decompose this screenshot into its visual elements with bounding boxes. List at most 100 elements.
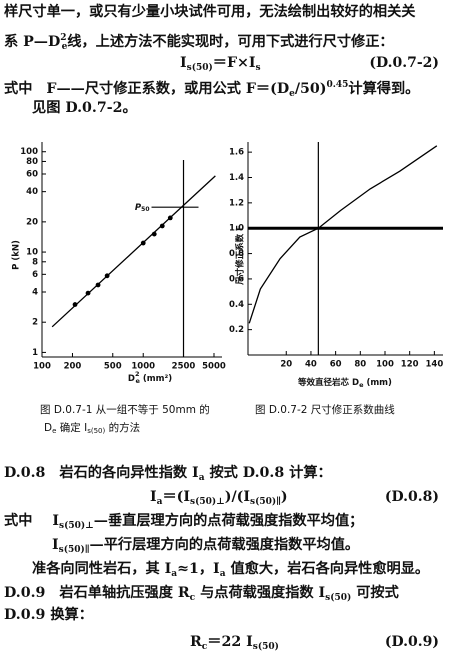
- y-axis-label: 尺寸修正系数 F: [235, 225, 246, 286]
- sub: a: [198, 473, 205, 483]
- x-tick-label: 80: [354, 360, 366, 370]
- text: 式中: [4, 81, 33, 97]
- x-axis-label: D2 e (mm²): [128, 370, 172, 385]
- text: 计算得到。: [348, 81, 420, 97]
- sub: s: [255, 63, 261, 73]
- text-line: 准各向同性岩石，其 Ia≈1，Ia 值愈大，岩石各向异性愈明显。: [32, 559, 429, 584]
- text: 样尺寸单一，或只有少量小块试件可用，无法绘制出较好的相关关: [4, 4, 416, 20]
- text: 值愈大，岩石各向异性愈明显。: [225, 561, 430, 577]
- x-tick-label: 200: [64, 362, 82, 372]
- text-line: 式中 Is(50)⊥—垂直层理方向的点荷载强度指数平均值；: [4, 511, 363, 536]
- y-tick-label: 1.0: [229, 224, 244, 234]
- text: ): [280, 489, 288, 505]
- caption: 图 D.0.7-2 尺寸修正系数曲线: [255, 402, 395, 418]
- y-tick-label: 10: [26, 248, 38, 258]
- data-point: [85, 290, 91, 296]
- y-tick-label: 100: [20, 147, 38, 157]
- y-tick-label: 80: [26, 157, 38, 167]
- curve: [248, 145, 438, 324]
- equation: Ia＝(Is(50)⊥)/(Is(50)∥): [150, 487, 288, 512]
- data-point: [72, 302, 78, 307]
- text: F——尺寸修正系数，或用公式 F＝(D: [46, 81, 290, 97]
- data-point: [151, 231, 157, 237]
- text: )/(I: [224, 489, 251, 505]
- text: D.0.9: [4, 585, 46, 601]
- x-tick-label: 20: [280, 360, 292, 370]
- text: I: [84, 422, 88, 434]
- label-part: D: [128, 374, 135, 384]
- text-line: D.0.9 换算：: [4, 605, 93, 625]
- label-part: (mm²): [140, 374, 172, 384]
- text: D.0.9 换算：: [4, 607, 93, 623]
- text: 岩石的各向异性指数 I: [59, 465, 199, 481]
- data-point: [167, 215, 173, 221]
- x-tick-label: 5000: [202, 362, 226, 372]
- text: 岩石单轴抗压强度 R: [59, 585, 190, 601]
- sub: e: [61, 42, 68, 52]
- sub: s(50): [252, 642, 279, 652]
- x-tick-label: 1000: [131, 362, 155, 372]
- label-part: (mm): [363, 378, 392, 388]
- y-tick-label: 60: [26, 169, 38, 179]
- sub: s(50): [87, 427, 106, 435]
- text: 与点荷载强度指数 I: [195, 585, 326, 601]
- y-tick-label: 0.4: [229, 300, 244, 310]
- text: 按式 D.0.8 计算：: [204, 465, 332, 481]
- text: —垂直层理方向的点荷载强度指数平均值；: [93, 513, 364, 529]
- text: 系 P—D: [4, 34, 61, 50]
- sub: s(50)∥: [58, 545, 90, 555]
- y-tick-label: 40: [26, 187, 38, 197]
- text-line: D.0.8 岩石的各向异性指数 Ia 按式 D.0.8 计算：: [4, 463, 332, 488]
- y-tick-label: 8: [32, 257, 38, 267]
- x-tick-label: 140: [425, 360, 443, 370]
- y-tick-label: 20: [26, 217, 38, 227]
- text: I: [52, 537, 59, 553]
- sub: s(50): [186, 63, 213, 73]
- y-tick-label: 1.6: [229, 148, 244, 158]
- x-tick-label: 100: [376, 360, 394, 370]
- y-axis-label: P (kN): [12, 240, 22, 270]
- text: 可按式: [351, 585, 399, 601]
- text: ＝F×I: [212, 55, 256, 71]
- text-line: 系 P—D2e线，上述方法不能实现时，可用下式进行尺寸修正：: [4, 28, 394, 57]
- text: —平行层理方向的点荷载强度指数平均值。: [89, 537, 360, 553]
- data-point: [140, 240, 146, 246]
- y-tick-label: 0.8: [229, 249, 244, 259]
- data-point: [95, 282, 101, 288]
- y-tick-label: 4: [32, 287, 38, 297]
- text: 准各向同性岩石，其 I: [32, 561, 172, 577]
- x-tick-label: 40: [305, 360, 317, 370]
- y-tick-label: 0.6: [229, 274, 244, 284]
- equation-number: (D.0.8): [384, 489, 439, 505]
- label-sub: e: [359, 381, 364, 389]
- sub: a: [219, 569, 226, 579]
- label-sup: 2: [135, 370, 140, 378]
- text: ＝(I: [162, 489, 191, 505]
- text: I: [150, 489, 157, 505]
- text: 线，上述方法不能实现时，可用下式进行尺寸修正：: [67, 34, 394, 50]
- y-tick-label: 1: [32, 348, 38, 358]
- sub: s(50)∥: [250, 497, 281, 507]
- text-line: Is(50)∥—平行层理方向的点荷载强度指数平均值。: [52, 535, 359, 560]
- equation: Is(50)＝F×Is: [180, 53, 261, 78]
- text: 图 D.0.7-2 尺寸修正系数曲线: [255, 404, 395, 416]
- text: ≈1，I: [177, 561, 220, 577]
- equation: Rc＝22 Is(50): [190, 632, 279, 656]
- sub: s(50)⊥: [59, 521, 94, 531]
- sub: c: [189, 593, 196, 603]
- x-tick-label: 100: [33, 362, 51, 372]
- text: I: [52, 513, 60, 529]
- sub: a: [171, 569, 178, 579]
- x-axis-label: 等效直径岩芯 De (mm): [297, 377, 392, 390]
- text-line: 见图 D.0.7-2。: [32, 98, 137, 118]
- y-tick-label: 6: [32, 270, 38, 280]
- sub: c: [201, 642, 208, 652]
- equation-number: (D.0.9): [384, 634, 439, 650]
- y-tick-label: 0.2: [229, 325, 244, 335]
- text: D.0.8: [4, 465, 46, 481]
- text: 见图 D.0.7-2。: [32, 100, 137, 116]
- sub: a: [156, 497, 163, 507]
- text: 图 D.0.7-1 从一组不等于 50mm 的: [40, 404, 210, 416]
